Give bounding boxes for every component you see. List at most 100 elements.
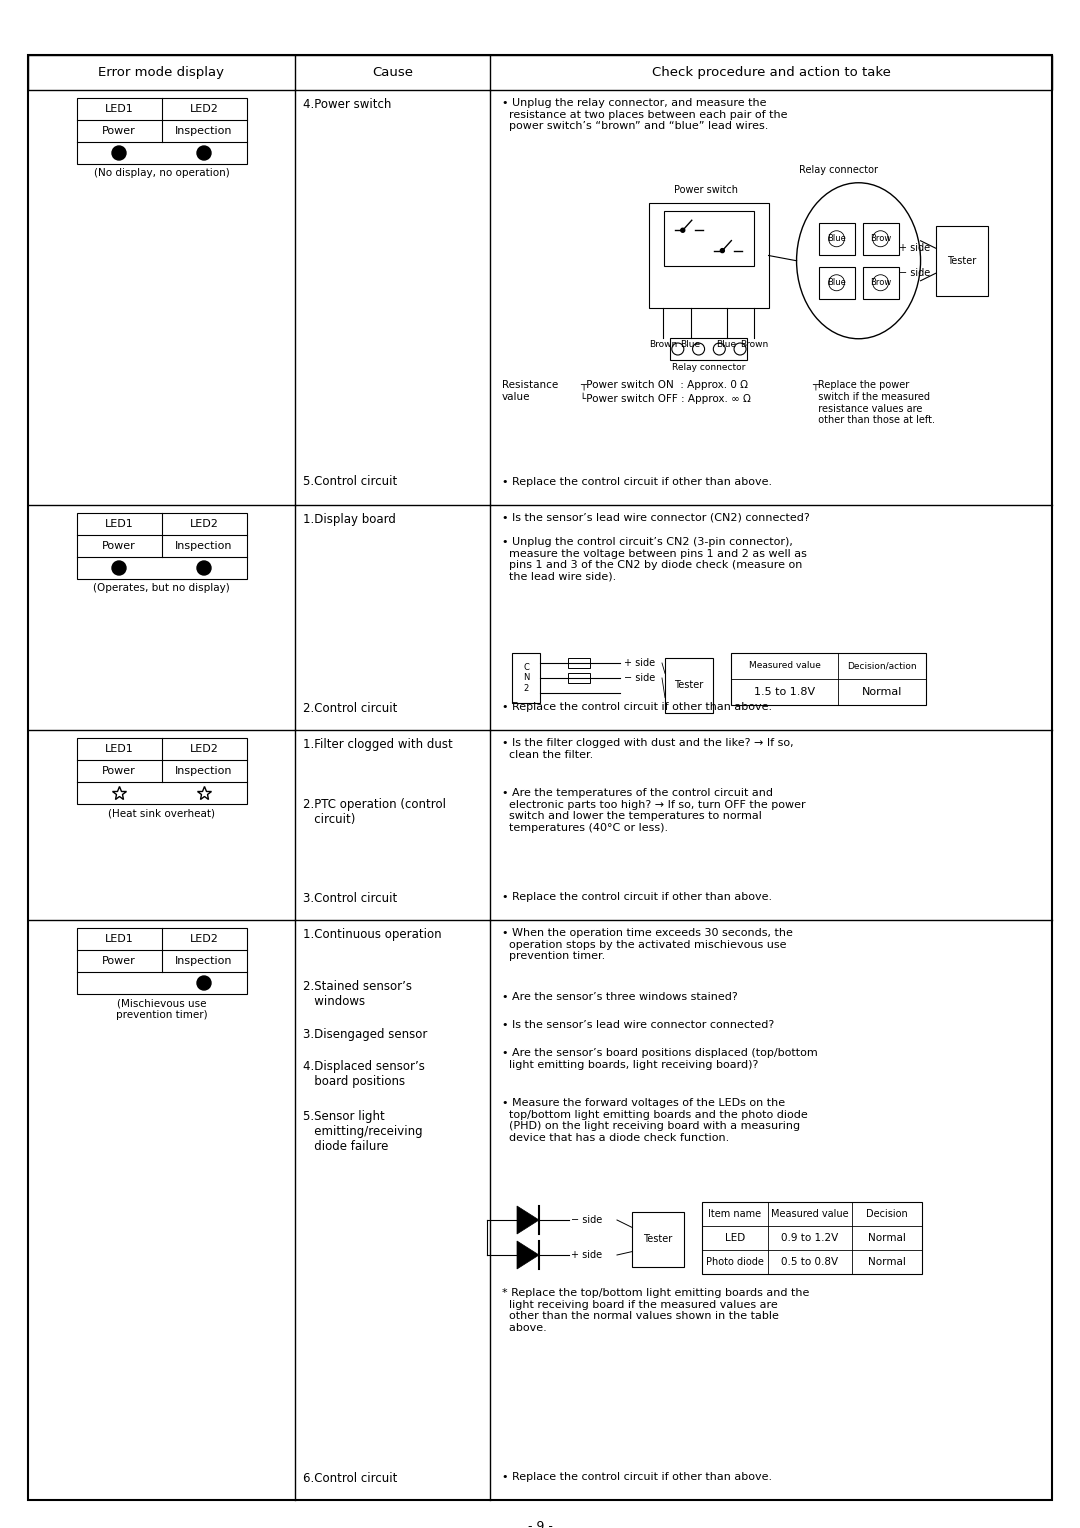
Text: • Replace the control circuit if other than above.: • Replace the control circuit if other t… xyxy=(502,701,772,712)
Text: - 9 -: - 9 - xyxy=(527,1520,553,1528)
Text: (No display, no operation): (No display, no operation) xyxy=(94,168,229,177)
Text: Power switch: Power switch xyxy=(674,185,738,196)
Text: Tester: Tester xyxy=(644,1235,673,1244)
Text: • When the operation time exceeds 30 seconds, the
  operation stops by the activ: • When the operation time exceeds 30 sec… xyxy=(502,927,793,961)
Bar xyxy=(512,652,540,703)
Bar xyxy=(77,927,246,995)
Text: Blue: Blue xyxy=(716,341,737,348)
Text: 1.Continuous operation: 1.Continuous operation xyxy=(303,927,442,941)
Text: 2.Control circuit: 2.Control circuit xyxy=(303,701,397,715)
Text: Brown: Brown xyxy=(649,341,677,348)
Bar xyxy=(863,223,899,255)
Text: Relay connector: Relay connector xyxy=(799,165,878,174)
Text: Tester: Tester xyxy=(947,255,976,266)
Bar xyxy=(731,652,926,704)
Text: − side: − side xyxy=(900,269,931,278)
Bar xyxy=(665,659,713,714)
Text: 2.PTC operation (control
   circuit): 2.PTC operation (control circuit) xyxy=(303,798,446,827)
Text: (Mischievous use
prevention timer): (Mischievous use prevention timer) xyxy=(116,998,207,1019)
Text: + side: + side xyxy=(900,243,931,254)
Text: Inspection: Inspection xyxy=(175,957,233,966)
Bar xyxy=(632,1212,684,1267)
Text: Check procedure and action to take: Check procedure and action to take xyxy=(651,66,890,79)
Bar xyxy=(863,267,899,299)
Polygon shape xyxy=(517,1241,539,1268)
Text: • Replace the control circuit if other than above.: • Replace the control circuit if other t… xyxy=(502,477,772,487)
Text: 1.Display board: 1.Display board xyxy=(303,513,396,526)
Text: LED2: LED2 xyxy=(190,934,218,944)
Text: 1.Filter clogged with dust: 1.Filter clogged with dust xyxy=(303,738,453,750)
Circle shape xyxy=(720,249,725,252)
Text: Normal: Normal xyxy=(868,1233,906,1242)
Text: LED: LED xyxy=(725,1233,745,1242)
Text: • Replace the control circuit if other than above.: • Replace the control circuit if other t… xyxy=(502,892,772,902)
Text: Measured value: Measured value xyxy=(771,1209,849,1219)
Text: LED1: LED1 xyxy=(105,520,133,529)
Text: Blue: Blue xyxy=(680,341,701,348)
Text: • Replace the control circuit if other than above.: • Replace the control circuit if other t… xyxy=(502,1471,772,1482)
Text: Photo diode: Photo diode xyxy=(706,1258,764,1267)
Bar xyxy=(649,203,769,309)
Text: 3.Control circuit: 3.Control circuit xyxy=(303,892,397,905)
Text: + side: + side xyxy=(624,659,656,668)
Bar xyxy=(935,226,987,296)
Text: LED1: LED1 xyxy=(105,104,133,115)
Text: Power: Power xyxy=(103,957,136,966)
Text: • Unplug the relay connector, and measure the
  resistance at two places between: • Unplug the relay connector, and measur… xyxy=(502,98,787,131)
Text: Blue: Blue xyxy=(827,278,846,287)
Text: 4.Power switch: 4.Power switch xyxy=(303,98,391,112)
Text: • Is the sensor’s lead wire connector (CN2) connected?: • Is the sensor’s lead wire connector (C… xyxy=(502,513,810,523)
Bar xyxy=(671,338,747,361)
Bar xyxy=(819,223,854,255)
Text: Resistance
value: Resistance value xyxy=(502,380,558,402)
Text: 0.5 to 0.8V: 0.5 to 0.8V xyxy=(781,1258,838,1267)
Bar xyxy=(568,672,590,683)
Bar xyxy=(77,513,246,579)
Text: Blue: Blue xyxy=(827,234,846,243)
Text: (Operates, but no display): (Operates, but no display) xyxy=(93,584,230,593)
Text: Brown: Brown xyxy=(740,341,768,348)
Text: 2.Stained sensor’s
   windows: 2.Stained sensor’s windows xyxy=(303,979,411,1008)
Text: LED2: LED2 xyxy=(190,520,218,529)
Text: + side: + side xyxy=(571,1250,603,1261)
Circle shape xyxy=(197,976,211,990)
Text: Decision/action: Decision/action xyxy=(848,662,917,671)
Text: • Is the filter clogged with dust and the like? → If so,
  clean the filter.: • Is the filter clogged with dust and th… xyxy=(502,738,794,759)
Polygon shape xyxy=(517,1206,539,1235)
Bar xyxy=(568,659,590,668)
Bar xyxy=(663,211,754,266)
Circle shape xyxy=(112,147,126,160)
Text: 4.Displaced sensor’s
   board positions: 4.Displaced sensor’s board positions xyxy=(303,1060,424,1088)
Text: Power: Power xyxy=(103,125,136,136)
Text: Decision: Decision xyxy=(866,1209,907,1219)
Text: 5.Control circuit: 5.Control circuit xyxy=(303,475,397,487)
Bar xyxy=(819,267,854,299)
Circle shape xyxy=(197,561,211,575)
Text: − side: − side xyxy=(624,672,656,683)
Text: • Are the temperatures of the control circuit and
  electronic parts too high? →: • Are the temperatures of the control ci… xyxy=(502,788,806,833)
Text: ┬Replace the power
  switch if the measured
  resistance values are
  other than: ┬Replace the power switch if the measure… xyxy=(812,380,935,425)
Text: • Are the sensor’s board positions displaced (top/bottom
  light emitting boards: • Are the sensor’s board positions displ… xyxy=(502,1048,818,1070)
Circle shape xyxy=(197,147,211,160)
Text: Measured value: Measured value xyxy=(748,662,821,671)
Text: Inspection: Inspection xyxy=(175,125,233,136)
Text: • Measure the forward voltages of the LEDs on the
  top/bottom light emitting bo: • Measure the forward voltages of the LE… xyxy=(502,1099,808,1143)
Text: Relay connector: Relay connector xyxy=(672,364,745,371)
Circle shape xyxy=(112,561,126,575)
Text: Error mode display: Error mode display xyxy=(98,66,225,79)
Text: − side: − side xyxy=(571,1215,603,1225)
Text: ┬Power switch ON  : Approx. 0 Ω
└Power switch OFF : Approx. ∞ Ω: ┬Power switch ON : Approx. 0 Ω └Power sw… xyxy=(580,380,751,403)
Text: • Unplug the control circuit’s CN2 (3-pin connector),
  measure the voltage betw: • Unplug the control circuit’s CN2 (3-pi… xyxy=(502,536,807,582)
Text: LED2: LED2 xyxy=(190,744,218,753)
Bar xyxy=(77,98,246,163)
Bar xyxy=(77,738,246,804)
Text: LED1: LED1 xyxy=(105,934,133,944)
Text: 5.Sensor light
   emitting/receiving
   diode failure: 5.Sensor light emitting/receiving diode … xyxy=(303,1109,422,1154)
Text: • Is the sensor’s lead wire connector connected?: • Is the sensor’s lead wire connector co… xyxy=(502,1021,774,1030)
Text: Item name: Item name xyxy=(708,1209,761,1219)
Text: 0.9 to 1.2V: 0.9 to 1.2V xyxy=(781,1233,838,1242)
Text: Power: Power xyxy=(103,541,136,552)
Text: C
N
2: C N 2 xyxy=(523,663,529,692)
Bar xyxy=(28,55,1052,90)
Text: Normal: Normal xyxy=(868,1258,906,1267)
